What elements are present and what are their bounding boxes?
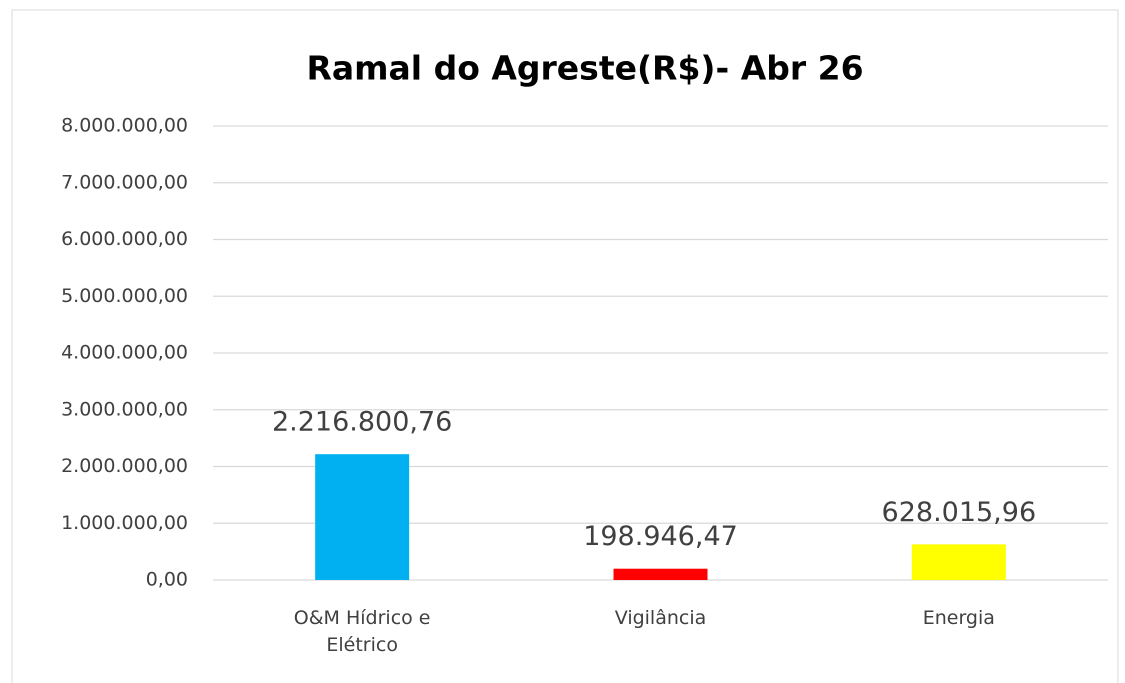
y-tick-label: 2.000.000,00: [61, 455, 188, 477]
x-tick-label: O&M Hídrico e Elétrico: [293, 607, 431, 656]
x-tick-label: Energia: [922, 607, 995, 629]
bar: [613, 568, 708, 580]
y-tick-label: 0,00: [146, 569, 188, 591]
y-tick-label: 4.000.000,00: [61, 342, 188, 364]
y-tick-label: 1.000.000,00: [61, 512, 188, 534]
y-tick-label: 6.000.000,00: [61, 228, 188, 250]
bar: [911, 544, 1006, 580]
value-label: 628.015,96: [882, 497, 1037, 528]
y-tick-label: 5.000.000,00: [61, 285, 188, 307]
value-label: 2.216.800,76: [272, 407, 452, 438]
y-tick-label: 3.000.000,00: [61, 398, 188, 420]
chart-title: Ramal do Agreste(R$)- Abr 26: [306, 49, 863, 88]
y-tick-label: 8.000.000,00: [61, 115, 188, 137]
value-label: 198.946,47: [583, 521, 738, 552]
y-tick-label: 7.000.000,00: [61, 171, 188, 193]
bar: [315, 454, 410, 580]
x-tick-label: Vigilância: [614, 607, 707, 629]
